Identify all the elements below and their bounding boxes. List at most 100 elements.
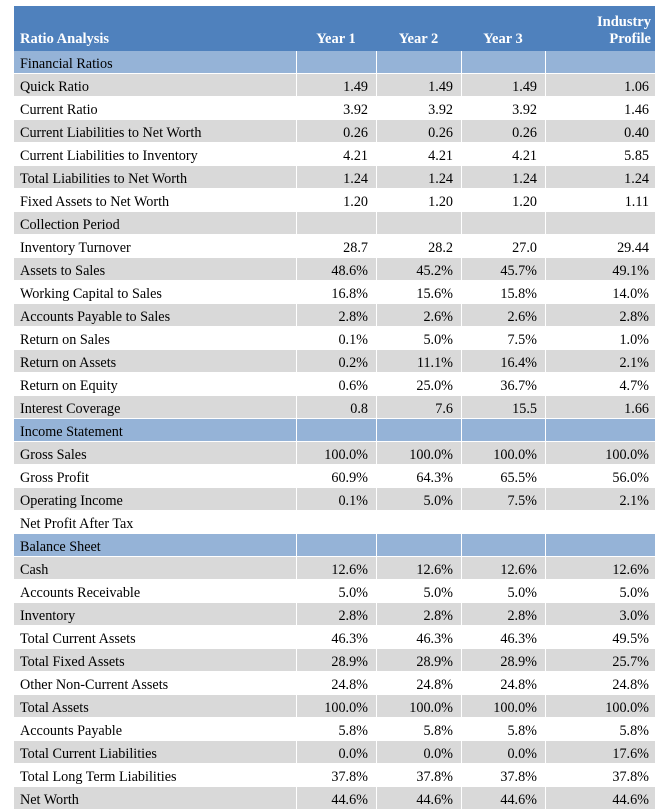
year-2-value: 5.8% <box>376 718 461 741</box>
year-1-value: 5.0% <box>296 580 376 603</box>
year-3-value: 4.21 <box>461 143 545 166</box>
year-1-value: 0.0% <box>296 741 376 764</box>
year-2-value: 45.2% <box>376 258 461 281</box>
table-row: Assets to Sales 48.6% 45.2% 45.7% 49.1% <box>14 258 655 281</box>
section-header-row: Income Statement <box>14 419 655 442</box>
year-3-value: 46.3% <box>461 626 545 649</box>
year-2-value: 5.0% <box>376 488 461 511</box>
table-row: Cash 12.6% 12.6% 12.6% 12.6% <box>14 557 655 580</box>
year-1-value: 0.8 <box>296 396 376 419</box>
table-row: Inventory Turnover 28.7 28.2 27.0 29.44 <box>14 235 655 258</box>
row-label: Quick Ratio <box>14 74 296 97</box>
year-2-value: 44.6% <box>376 787 461 810</box>
table-row: Interest Coverage 0.8 7.6 15.5 1.66 <box>14 396 655 419</box>
table-row: Total Fixed Assets 28.9% 28.9% 28.9% 25.7% <box>14 649 655 672</box>
year-3-value: 3.92 <box>461 97 545 120</box>
row-label: Inventory Turnover <box>14 235 296 258</box>
row-label: Fixed Assets to Net Worth <box>14 189 296 212</box>
table-row: Total Long Term Liabilities 37.8% 37.8% 37.… <box>14 764 655 787</box>
row-label: Total Current Assets <box>14 626 296 649</box>
industry-value: 1.46 <box>545 97 655 120</box>
table-row: Accounts Payable to Sales 2.8% 2.6% 2.6% 2.8… <box>14 304 655 327</box>
year-1-value: 2.8% <box>296 304 376 327</box>
industry-value: 1.11 <box>545 189 655 212</box>
section-title: Financial Ratios <box>14 51 296 74</box>
year-3-value: 36.7% <box>461 373 545 396</box>
row-label: Return on Assets <box>14 350 296 373</box>
year-3-value <box>461 51 545 74</box>
table-row: Operating Income 0.1% 5.0% 7.5% 2.1% <box>14 488 655 511</box>
industry-value: 24.8% <box>545 672 655 695</box>
row-label: Assets to Sales <box>14 258 296 281</box>
header-ratio-analysis: Ratio Analysis <box>14 6 296 51</box>
row-label: Other Non-Current Assets <box>14 672 296 695</box>
year-1-value: 0.6% <box>296 373 376 396</box>
year-3-value: 24.8% <box>461 672 545 695</box>
year-2-value: 2.6% <box>376 304 461 327</box>
industry-value: 5.0% <box>545 580 655 603</box>
table-row: Total Current Assets 46.3% 46.3% 46.3% 49.5% <box>14 626 655 649</box>
year-2-value: 24.8% <box>376 672 461 695</box>
industry-value: 3.0% <box>545 603 655 626</box>
industry-value: 0.40 <box>545 120 655 143</box>
industry-value: 1.0% <box>545 327 655 350</box>
ratio-analysis-table: Ratio Analysis Year 1 Year 2 Year 3 Indu… <box>14 6 655 810</box>
year-1-value: 60.9% <box>296 465 376 488</box>
year-2-value: 100.0% <box>376 442 461 465</box>
table-row: Net Worth 44.6% 44.6% 44.6% 44.6% <box>14 787 655 810</box>
row-label: Gross Profit <box>14 465 296 488</box>
year-3-value: 12.6% <box>461 557 545 580</box>
row-label: Cash <box>14 557 296 580</box>
year-3-value: 45.7% <box>461 258 545 281</box>
year-2-value: 2.8% <box>376 603 461 626</box>
year-1-value: 0.26 <box>296 120 376 143</box>
year-1-value: 1.24 <box>296 166 376 189</box>
row-label: Accounts Receivable <box>14 580 296 603</box>
row-label: Collection Period <box>14 212 296 235</box>
year-2-value <box>376 511 461 534</box>
industry-value: 44.6% <box>545 787 655 810</box>
year-1-value: 48.6% <box>296 258 376 281</box>
industry-value: 25.7% <box>545 649 655 672</box>
table-row: Gross Sales 100.0% 100.0% 100.0% 100.0% <box>14 442 655 465</box>
row-label: Accounts Payable to Sales <box>14 304 296 327</box>
year-1-value: 24.8% <box>296 672 376 695</box>
year-3-value <box>461 419 545 442</box>
row-label: Total Assets <box>14 695 296 718</box>
header-year-1: Year 1 <box>296 6 376 51</box>
year-1-value: 3.92 <box>296 97 376 120</box>
year-1-value <box>296 419 376 442</box>
industry-value: 37.8% <box>545 764 655 787</box>
industry-value: 1.66 <box>545 396 655 419</box>
industry-value: 2.8% <box>545 304 655 327</box>
year-3-value: 37.8% <box>461 764 545 787</box>
year-1-value: 46.3% <box>296 626 376 649</box>
industry-value: 5.8% <box>545 718 655 741</box>
table-row: Net Profit After Tax <box>14 511 655 534</box>
year-3-value: 28.9% <box>461 649 545 672</box>
year-2-value: 37.8% <box>376 764 461 787</box>
table-row: Accounts Receivable 5.0% 5.0% 5.0% 5.0% <box>14 580 655 603</box>
row-label: Accounts Payable <box>14 718 296 741</box>
year-1-value: 2.8% <box>296 603 376 626</box>
industry-value: 4.7% <box>545 373 655 396</box>
row-label: Operating Income <box>14 488 296 511</box>
year-2-value: 5.0% <box>376 580 461 603</box>
industry-value <box>545 511 655 534</box>
table-header: Ratio Analysis Year 1 Year 2 Year 3 Indu… <box>14 6 655 51</box>
table-row: Accounts Payable 5.8% 5.8% 5.8% 5.8% <box>14 718 655 741</box>
industry-value: 56.0% <box>545 465 655 488</box>
year-1-value: 100.0% <box>296 695 376 718</box>
header-industry-line1: Industry <box>597 14 651 30</box>
year-2-value: 7.6 <box>376 396 461 419</box>
table-row: Inventory 2.8% 2.8% 2.8% 3.0% <box>14 603 655 626</box>
year-2-value: 28.2 <box>376 235 461 258</box>
year-2-value: 15.6% <box>376 281 461 304</box>
table-row: Quick Ratio 1.49 1.49 1.49 1.06 <box>14 74 655 97</box>
year-3-value: 65.5% <box>461 465 545 488</box>
table-row: Other Non-Current Assets 24.8% 24.8% 24.8% 2… <box>14 672 655 695</box>
industry-value <box>545 534 655 557</box>
year-1-value: 0.1% <box>296 327 376 350</box>
year-1-value: 12.6% <box>296 557 376 580</box>
table-row: Current Liabilities to Inventory 4.21 4.21… <box>14 143 655 166</box>
